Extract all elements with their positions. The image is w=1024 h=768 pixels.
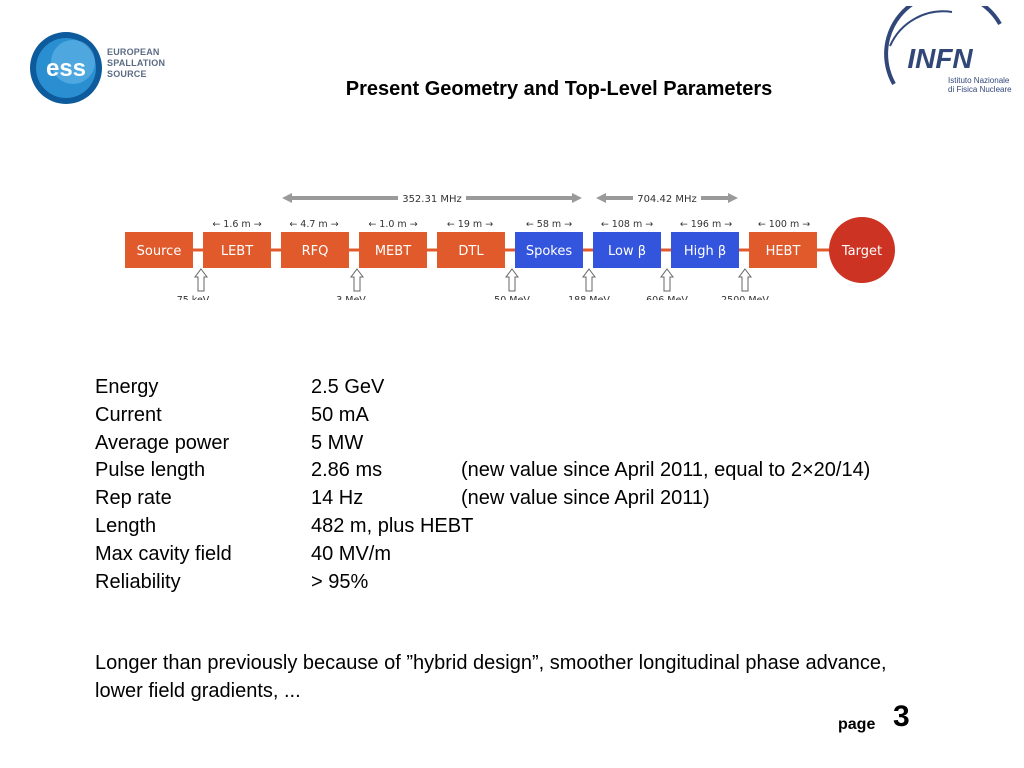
accelerator-block — [749, 232, 817, 268]
accelerator-block — [671, 232, 739, 268]
segment-length-label: ← 1.6 m → — [212, 219, 261, 230]
target-circle — [829, 217, 895, 283]
parameter-label: Reliability — [95, 570, 181, 593]
infn-text-line: Istituto Nazionale — [948, 76, 1010, 85]
parameter-value: 14 Hz — [311, 487, 364, 510]
energy-marker-arrow — [738, 268, 752, 292]
accelerator-block — [203, 232, 271, 268]
ess-mark-text: ess — [46, 55, 86, 82]
parameter-row: Current 50 mA — [95, 402, 870, 430]
parameter-value: 482 m, plus HEBT — [311, 514, 474, 537]
energy-label: 3 MeV — [336, 295, 366, 300]
segment-length-label: ← 108 m → — [601, 219, 653, 230]
frequency-band-label-bg — [398, 190, 466, 206]
parameter-row: Pulse length 2.86 ms (new value since Apri… — [95, 457, 870, 485]
energy-marker-arrow — [350, 268, 364, 292]
energy-marker-arrow — [505, 268, 519, 292]
page-number: 3 — [893, 700, 910, 733]
parameter-label: Pulse length — [95, 459, 206, 482]
energy-label: 75 keV — [177, 295, 210, 300]
accelerator-block — [437, 232, 505, 268]
page-title: Present Geometry and Top-Level Parameter… — [345, 78, 773, 100]
accelerator-block — [281, 232, 349, 268]
parameter-note: (new value since April 2011) — [461, 487, 710, 510]
parameter-row: Energy 2.5 GeV — [95, 374, 870, 402]
frequency-band-label: 704.42 MHz — [637, 194, 697, 205]
accelerator-block-label: LEBT — [221, 244, 253, 259]
parameter-label: Energy — [95, 376, 159, 398]
energy-label: 2500 MeV — [721, 295, 769, 300]
energy-label: 188 MeV — [568, 295, 610, 300]
parameter-label: Current — [95, 403, 162, 426]
segment-length-label: ← 196 m → — [680, 219, 732, 230]
parameter-row: Length 482 m, plus HEBT — [95, 513, 870, 541]
segment-length-label: ← 4.7 m → — [289, 219, 338, 230]
target-label: Target — [841, 244, 882, 259]
segment-length-label: ← 58 m → — [526, 219, 572, 230]
parameter-value: > 95% — [311, 570, 369, 593]
parameter-row: Rep rate 14 Hz (new value since April 2011… — [95, 485, 870, 513]
parameter-label: Length — [95, 514, 157, 537]
parameter-value: 5 MW — [311, 431, 364, 454]
parameter-row: Reliability > 95% — [95, 569, 870, 597]
ess-text-line: SOURCE — [107, 69, 147, 79]
accelerator-block-label: MEBT — [375, 244, 411, 259]
parameter-value: 2.5 GeV — [311, 376, 385, 398]
ess-text-line: SPALLATION — [107, 58, 166, 68]
ess-logo-text: EUROPEAN SPALLATION SOURCE — [107, 47, 165, 80]
accelerator-block — [593, 232, 661, 268]
infn-mark-text: INFN — [907, 43, 973, 74]
accelerator-block — [515, 232, 583, 268]
accelerator-block-label: Source — [137, 244, 182, 259]
parameter-value: 2.86 ms — [311, 459, 383, 482]
accelerator-block-label: HEBT — [766, 244, 801, 259]
accelerator-block-label: High β — [684, 244, 726, 259]
segment-length-label: ← 19 m → — [447, 219, 493, 230]
segment-length-label: ← 100 m → — [758, 219, 810, 230]
parameter-note: (new value since April 2011, equal to 2×… — [461, 459, 871, 482]
parameter-value: 50 mA — [311, 403, 369, 426]
accelerator-block — [125, 232, 193, 268]
infn-text-line: di Fisica Nucleare — [948, 85, 1012, 94]
infn-logo-text: Istituto Nazionale di Fisica Nucleare — [948, 76, 1012, 94]
frequency-band-label: 352.31 MHz — [402, 194, 462, 205]
parameter-label: Max cavity field — [95, 542, 232, 565]
ess-logo-icon: ess — [30, 32, 102, 104]
accelerator-block-label: DTL — [458, 244, 484, 259]
accelerator-block-label: Spokes — [526, 244, 573, 259]
accelerator-block — [359, 232, 427, 268]
parameter-label: Rep rate — [95, 487, 172, 510]
footnote-text: Longer than previously because of ”hybri… — [95, 652, 887, 702]
parameter-row: Average power 5 MW — [95, 430, 870, 458]
page-label: page — [838, 716, 876, 733]
parameter-table: Energy 2.5 GeV Current 50 mA Average power 5 … — [95, 374, 870, 596]
segment-length-label: ← 1.0 m → — [368, 219, 417, 230]
energy-label: 606 MeV — [646, 295, 688, 300]
energy-marker-arrow — [582, 268, 596, 292]
accelerator-block-label: Low β — [608, 244, 646, 259]
linac-diagram: 352.31 MHz 704.42 MHz ← 1.6 m → ← 4.7 m → ← … — [125, 190, 895, 300]
energy-marker-arrow — [660, 268, 674, 292]
parameter-value: 40 MV/m — [311, 542, 392, 565]
accelerator-block-label: RFQ — [302, 244, 329, 259]
infn-logo-icon: INFN — [884, 6, 1002, 85]
energy-label: 50 MeV — [494, 295, 530, 300]
energy-marker-arrow — [194, 268, 208, 292]
parameter-row: Max cavity field 40 MV/m — [95, 541, 870, 569]
frequency-band-label-bg — [633, 190, 701, 206]
parameter-label: Average power — [95, 431, 230, 454]
ess-text-line: EUROPEAN — [107, 47, 160, 57]
